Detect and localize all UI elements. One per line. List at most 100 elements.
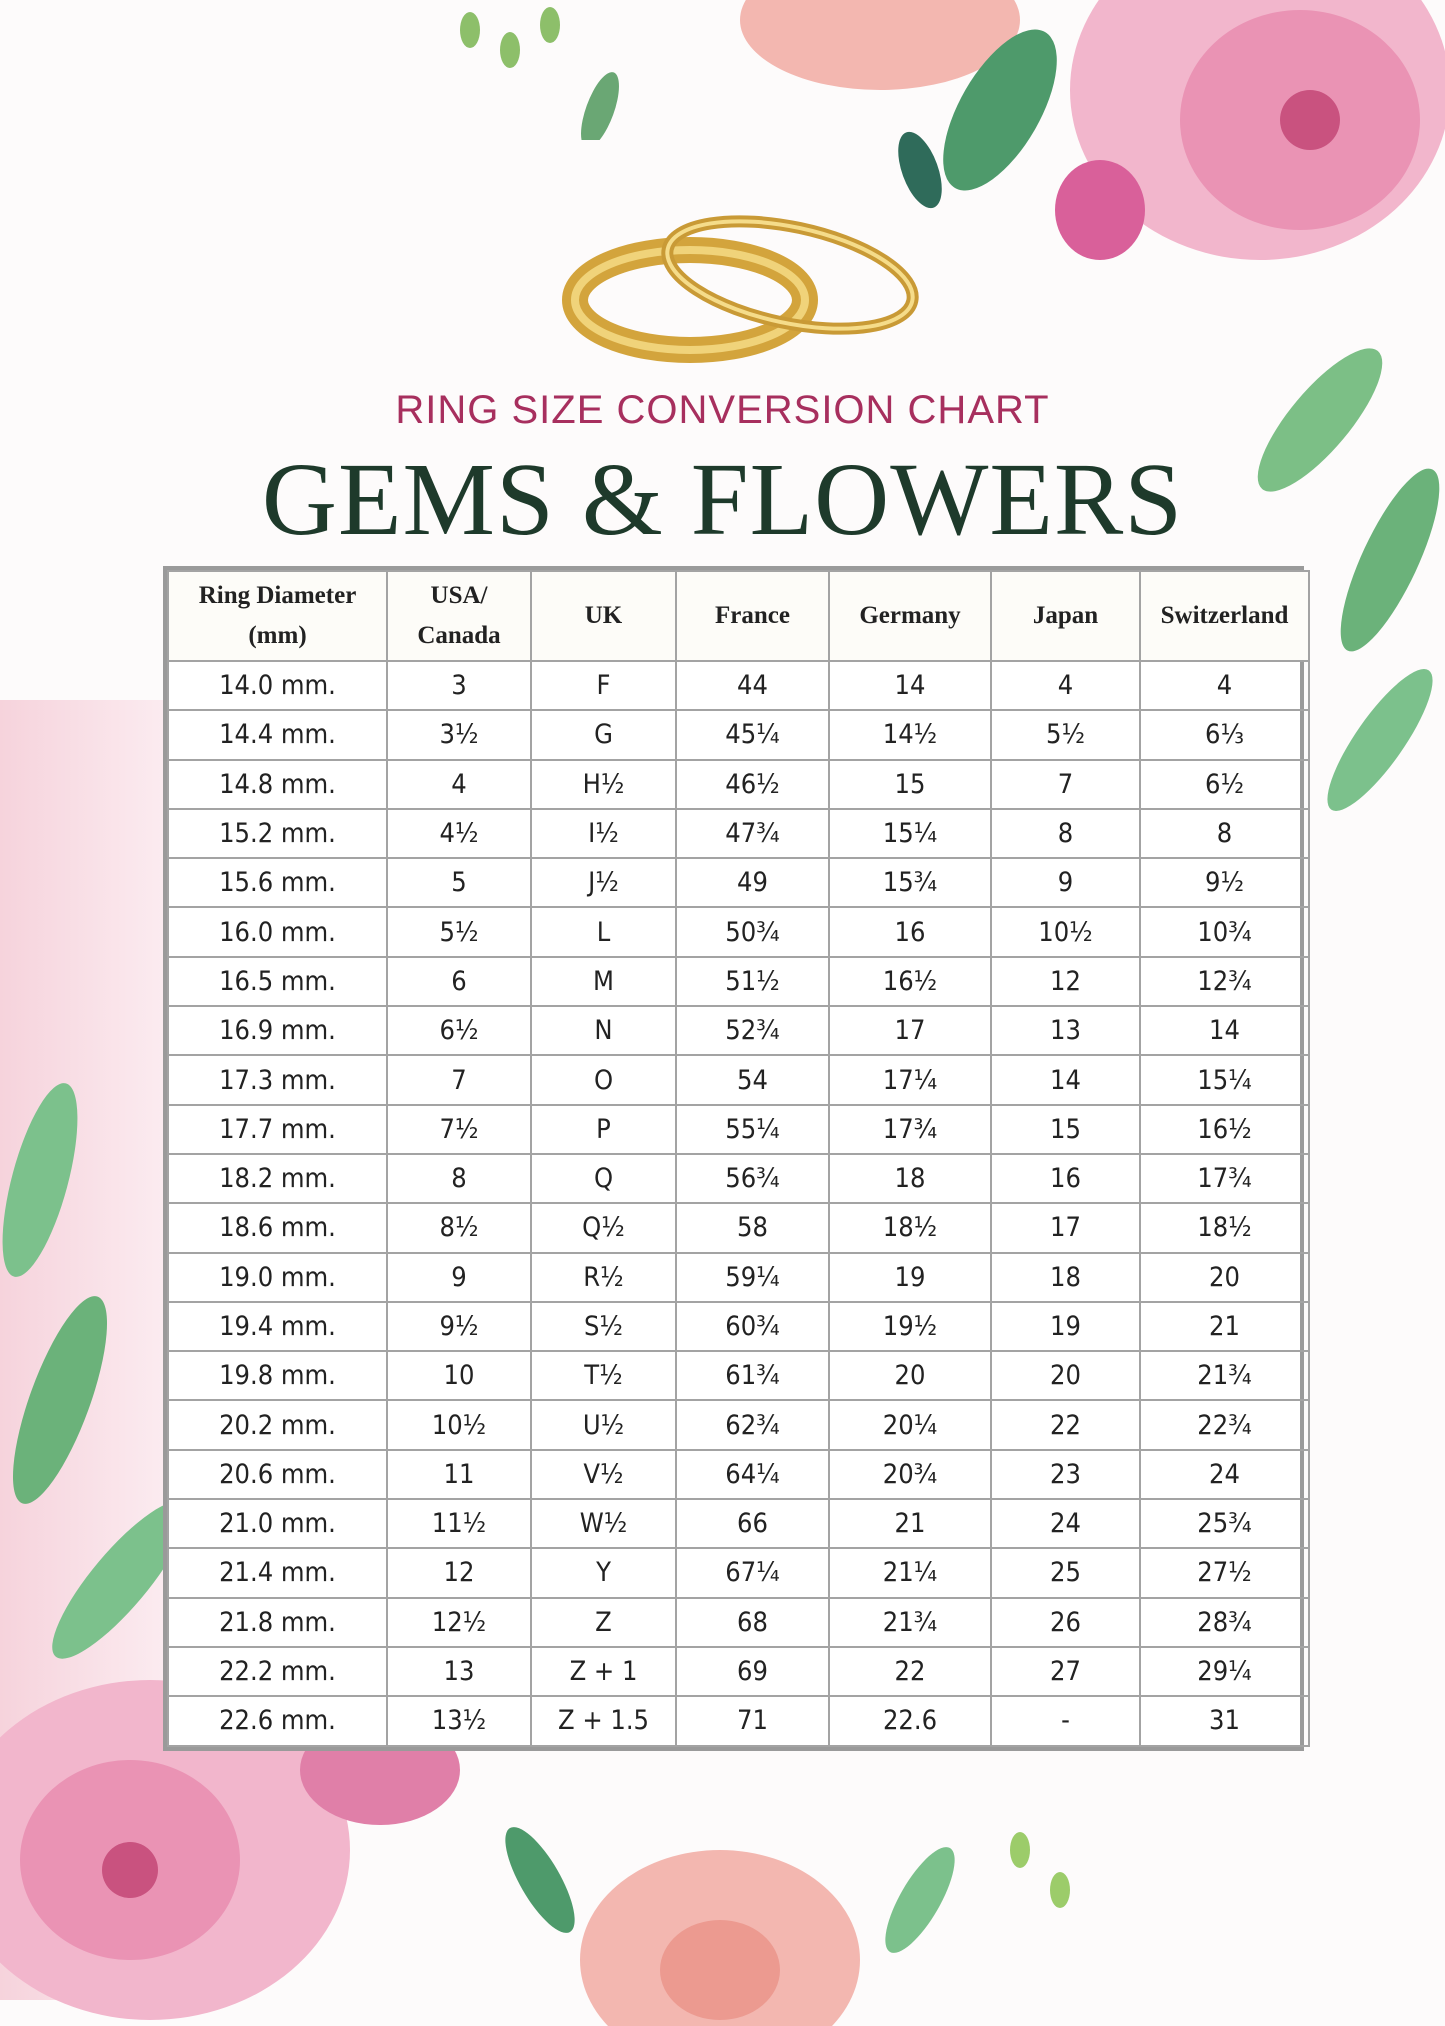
cell-japan: 7 [990, 758, 1141, 810]
cell-uk: P [530, 1103, 677, 1155]
table-row: 14.8 mm. 4 H½ 46½ 15 7 6½ [167, 758, 1310, 810]
cell-france: 49 [675, 857, 830, 909]
cell-germany: 22.6 [828, 1695, 992, 1747]
cell-france: 64¼ [675, 1448, 830, 1501]
cell-switzerland: 17¾ [1139, 1152, 1310, 1205]
cell-france: 51½ [675, 955, 830, 1008]
cell-japan: 12 [990, 955, 1141, 1008]
cell-germany: 17¾ [828, 1103, 992, 1155]
cell-usa-canada: 12½ [386, 1596, 532, 1648]
cell-germany: 17 [828, 1005, 992, 1057]
cell-diameter: 14.8 mm. [167, 758, 388, 810]
cell-france: 61¾ [675, 1350, 830, 1402]
cell-france: 59¼ [675, 1251, 830, 1303]
cell-france: 50¾ [675, 906, 830, 958]
table-row: 22.6 mm. 13½ Z + 1.5 71 22.6-31 [167, 1695, 1310, 1747]
column-header-switzerland: Switzerland [1139, 570, 1310, 662]
table-row: 21.0 mm. 11½ W½ 66 21 24 25¾ [167, 1498, 1310, 1550]
cell-switzerland: 22¾ [1139, 1399, 1310, 1451]
table-row: 15.6 mm. 5 J½ 49 15¾ 9 9½ [167, 857, 1310, 909]
cell-uk: W½ [530, 1498, 677, 1550]
cell-france: 62¾ [675, 1399, 830, 1451]
table-row: 14.4 mm. 3½ G 45¼ 14½ 5½ 6⅓ [167, 709, 1310, 761]
cell-usa-canada: 10½ [386, 1399, 532, 1451]
cell-japan: 10½ [990, 906, 1141, 958]
table-row: 19.0 mm. 9 R½ 59¼ 19 18 20 [167, 1251, 1310, 1303]
cell-germany: 21¾ [828, 1596, 992, 1648]
cell-germany: 18½ [828, 1202, 992, 1254]
cell-diameter: 20.2 mm. [167, 1399, 388, 1451]
table-row: 18.2 mm. 8 Q 56¾ 18 16 17¾ [167, 1152, 1310, 1205]
cell-japan: 14 [990, 1054, 1141, 1106]
cell-uk: S½ [530, 1300, 677, 1353]
cell-germany: 21¼ [828, 1547, 992, 1599]
cell-usa-canada: 6 [386, 955, 532, 1008]
cell-germany: 21 [828, 1498, 992, 1550]
ring-size-table: Ring Diameter (mm) USA/Canada UK France Germa… [163, 566, 1310, 1751]
cell-switzerland: 28¾ [1139, 1596, 1310, 1648]
cell-uk: M [530, 955, 677, 1008]
cell-uk: N [530, 1005, 677, 1057]
cell-switzerland: 12¾ [1139, 955, 1310, 1008]
cell-uk: Q [530, 1152, 677, 1205]
brand-title: GEMS & FLOWERS [261, 442, 1184, 557]
cell-japan: 5½ [990, 709, 1141, 761]
cell-usa-canada: 12 [386, 1547, 532, 1599]
cell-usa-canada: 11½ [386, 1498, 532, 1550]
cell-japan: 25 [990, 1547, 1141, 1599]
cell-switzerland: 8 [1139, 807, 1310, 860]
cell-uk: Y [530, 1547, 677, 1599]
cell-france: 68 [675, 1596, 830, 1648]
cell-usa-canada: 3 [386, 659, 532, 712]
cell-germany: 15¾ [828, 857, 992, 909]
cell-uk: R½ [530, 1251, 677, 1303]
cell-japan: 4 [990, 659, 1141, 712]
cell-switzerland: 25¾ [1139, 1498, 1310, 1550]
cell-uk: Z + 1.5 [530, 1695, 677, 1747]
cell-usa-canada: 10 [386, 1350, 532, 1402]
cell-diameter: 14.4 mm. [167, 709, 388, 761]
table-row: 19.8 mm. 10 T½ 61¾ 20 20 21¾ [167, 1350, 1310, 1402]
cell-diameter: 22.6 mm. [167, 1695, 388, 1747]
column-header-uk: UK [530, 570, 677, 662]
cell-diameter: 17.7 mm. [167, 1103, 388, 1155]
cell-diameter: 21.0 mm. [167, 1498, 388, 1550]
cell-japan: 13 [990, 1005, 1141, 1057]
cell-japan: 26 [990, 1596, 1141, 1648]
table-row: 21.4 mm. 12 Y 67¼ 21¼ 25 27½ [167, 1547, 1310, 1599]
cell-switzerland: 15¼ [1139, 1054, 1310, 1106]
flower-decoration-bottom-center [505, 1827, 1070, 2026]
cell-usa-canada: 9½ [386, 1300, 532, 1353]
cell-germany: 19½ [828, 1300, 992, 1353]
cell-usa-canada: 7½ [386, 1103, 532, 1155]
cell-diameter: 15.6 mm. [167, 857, 388, 909]
table-row: 14.0 mm. 3 F 44 14 4 4 [167, 659, 1310, 712]
cell-switzerland: 6½ [1139, 758, 1310, 810]
cell-usa-canada: 7 [386, 1054, 532, 1106]
cell-diameter: 20.6 mm. [167, 1448, 388, 1501]
cell-germany: 17¼ [828, 1054, 992, 1106]
cell-switzerland: 24 [1139, 1448, 1310, 1501]
cell-diameter: 16.9 mm. [167, 1005, 388, 1057]
cell-switzerland: 4 [1139, 659, 1310, 712]
cell-germany: 22 [828, 1645, 992, 1698]
cell-uk: H½ [530, 758, 677, 810]
cell-france: 54 [675, 1054, 830, 1106]
cell-usa-canada: 3½ [386, 709, 532, 761]
cell-switzerland: 10¾ [1139, 906, 1310, 958]
cell-uk: I½ [530, 807, 677, 860]
cell-switzerland: 16½ [1139, 1103, 1310, 1155]
column-header-japan: Japan [990, 570, 1141, 662]
flower-decoration-bottom-left [0, 1083, 460, 2020]
table-row: 16.5 mm. 6 M 51½ 16½ 12 12¾ [167, 955, 1310, 1008]
cell-switzerland: 20 [1139, 1251, 1310, 1303]
gold-rings-image [562, 215, 919, 363]
cell-japan: 24 [990, 1498, 1141, 1550]
cell-switzerland: 27½ [1139, 1547, 1310, 1599]
cell-japan: 18 [990, 1251, 1141, 1303]
cell-switzerland: 21 [1139, 1300, 1310, 1353]
cell-japan: 16 [990, 1152, 1141, 1205]
cell-diameter: 21.4 mm. [167, 1547, 388, 1599]
leaf-decoration-top-left [460, 7, 619, 140]
table-row: 17.7 mm. 7½ P 55¼ 17¾ 15 16½ [167, 1103, 1310, 1155]
